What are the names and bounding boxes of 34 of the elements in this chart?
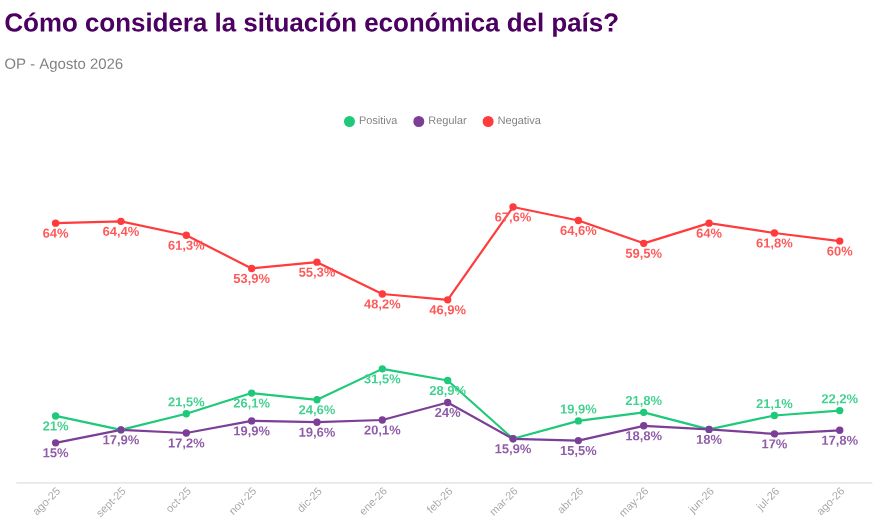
point xyxy=(247,264,256,273)
point xyxy=(247,417,256,425)
point xyxy=(182,429,190,437)
point xyxy=(51,412,60,420)
point xyxy=(247,389,256,397)
point xyxy=(574,436,583,445)
point xyxy=(836,237,844,245)
point xyxy=(182,410,190,418)
point xyxy=(574,216,583,225)
point xyxy=(705,219,713,227)
point xyxy=(378,365,387,373)
point xyxy=(836,426,844,434)
point xyxy=(378,416,387,424)
point xyxy=(770,411,779,420)
point xyxy=(51,219,60,227)
point xyxy=(443,376,452,385)
point xyxy=(770,430,779,438)
point xyxy=(509,203,517,211)
chart-title: Cómo considera la situación económica del país? xyxy=(5,12,618,37)
point xyxy=(640,239,648,248)
point xyxy=(836,406,844,415)
point xyxy=(640,422,648,430)
point xyxy=(182,231,190,239)
point xyxy=(574,417,583,425)
point xyxy=(313,418,321,426)
point xyxy=(443,296,452,304)
point xyxy=(51,439,60,447)
point xyxy=(313,258,321,266)
point xyxy=(443,398,452,407)
point xyxy=(640,408,648,417)
point xyxy=(117,217,125,226)
point xyxy=(313,396,321,404)
point xyxy=(770,229,779,237)
point xyxy=(378,290,387,298)
